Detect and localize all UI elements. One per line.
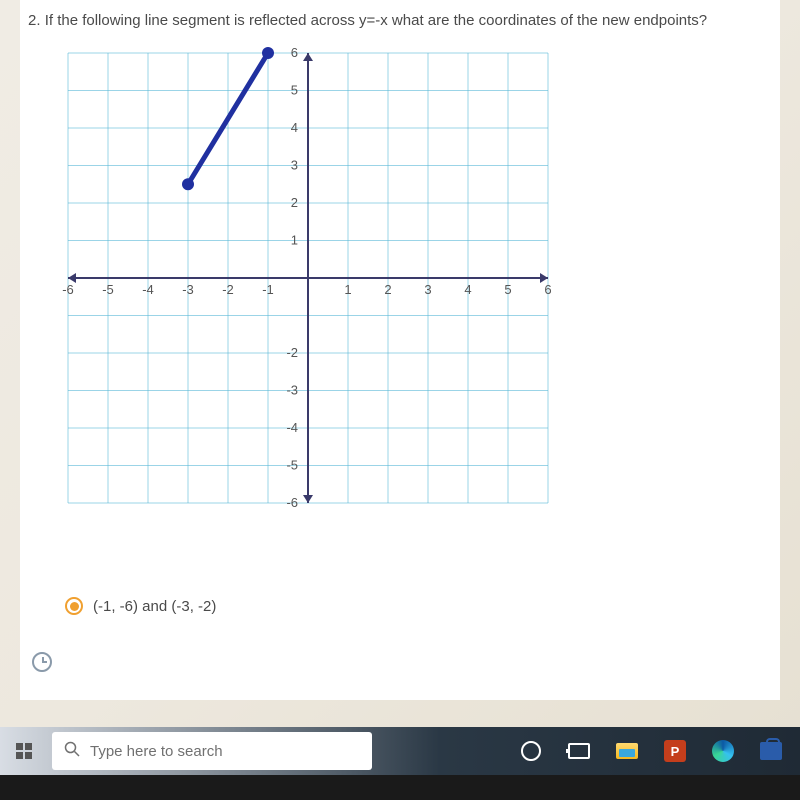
windows-icon [16, 743, 32, 759]
start-button[interactable] [0, 727, 48, 775]
svg-text:2: 2 [384, 282, 391, 297]
file-explorer-icon[interactable] [614, 738, 640, 764]
answer-option[interactable]: (-1, -6) and (-3, -2) [65, 597, 216, 615]
taskbar-search[interactable]: Type here to search [52, 732, 372, 770]
svg-text:-2: -2 [286, 345, 298, 360]
svg-text:-2: -2 [222, 282, 234, 297]
svg-text:-6: -6 [286, 495, 298, 510]
radio-button[interactable] [65, 597, 83, 615]
clock-icon[interactable] [32, 652, 52, 672]
question-text: 2. If the following line segment is refl… [28, 12, 772, 29]
svg-text:5: 5 [504, 282, 511, 297]
svg-text:-3: -3 [286, 383, 298, 398]
answer-text: (-1, -6) and (-3, -2) [93, 598, 216, 615]
svg-text:5: 5 [291, 83, 298, 98]
screen-area: 2. If the following line segment is refl… [0, 0, 800, 760]
svg-text:6: 6 [544, 282, 551, 297]
search-placeholder: Type here to search [90, 743, 223, 760]
svg-text:1: 1 [344, 282, 351, 297]
svg-text:-5: -5 [286, 458, 298, 473]
svg-text:4: 4 [291, 120, 298, 135]
content-panel: 2. If the following line segment is refl… [20, 0, 780, 700]
svg-text:-4: -4 [286, 420, 298, 435]
svg-text:-1: -1 [262, 282, 274, 297]
svg-text:-5: -5 [102, 282, 114, 297]
coordinate-graph: -6 -5 -4 -3 -2 -1 1 2 3 4 5 6 -6 -5 -4 -3 -2 1 2 3 4 5 6 [58, 43, 558, 513]
search-icon [64, 741, 80, 762]
svg-text:-6: -6 [62, 282, 74, 297]
task-view-icon[interactable] [566, 738, 592, 764]
svg-text:-4: -4 [142, 282, 154, 297]
svg-text:1: 1 [291, 233, 298, 248]
svg-text:3: 3 [291, 158, 298, 173]
svg-text:3: 3 [424, 282, 431, 297]
question-body: If the following line segment is reflect… [45, 12, 707, 29]
edge-icon[interactable] [710, 738, 736, 764]
taskbar-icons: P [518, 738, 800, 764]
store-icon[interactable] [758, 738, 784, 764]
svg-text:2: 2 [291, 195, 298, 210]
cortana-icon[interactable] [518, 738, 544, 764]
question-number: 2. [28, 12, 41, 29]
svg-text:4: 4 [464, 282, 471, 297]
graph-svg: -6 -5 -4 -3 -2 -1 1 2 3 4 5 6 -6 -5 -4 -3 -2 1 2 3 4 5 6 [58, 43, 558, 513]
svg-text:6: 6 [291, 45, 298, 60]
radio-selected-dot [70, 602, 79, 611]
powerpoint-icon[interactable]: P [662, 738, 688, 764]
windows-taskbar[interactable]: Type here to search P [0, 727, 800, 775]
svg-text:-3: -3 [182, 282, 194, 297]
